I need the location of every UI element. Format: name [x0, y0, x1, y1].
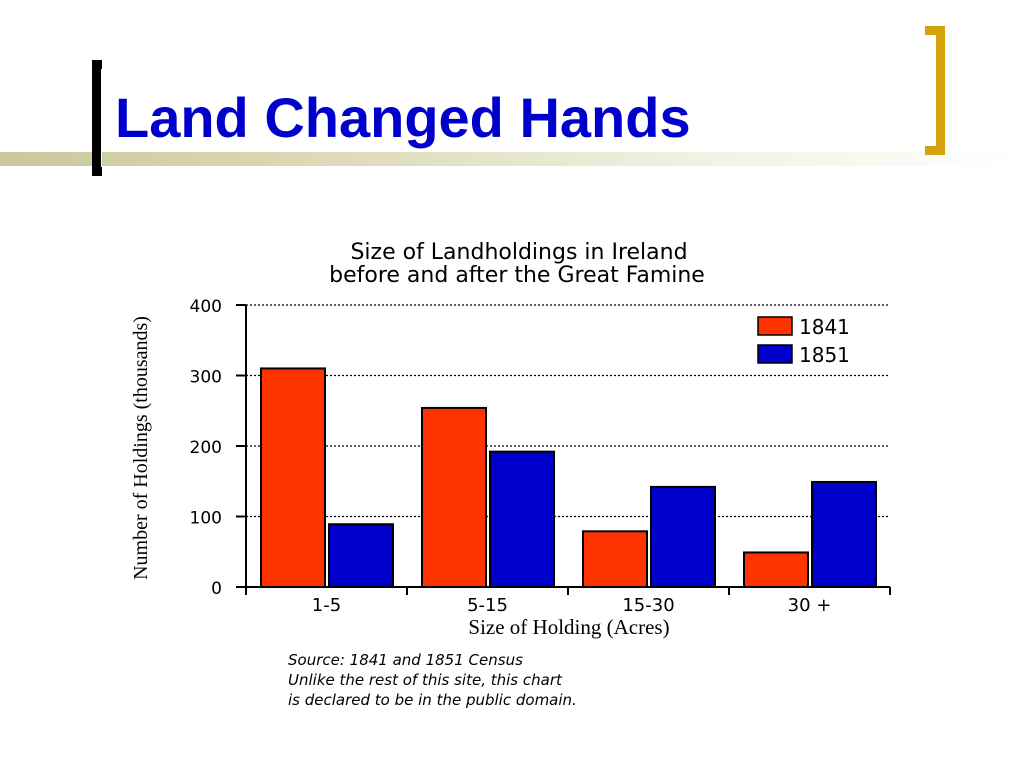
- chart-bars: [260, 367, 877, 589]
- x-tick-label-5-15: 5-15: [467, 595, 508, 616]
- legend-label-1851: 1851: [799, 343, 850, 367]
- y-tick-label-400: 400: [190, 297, 222, 317]
- chart-title: Size of Landholdings in Ireland: [350, 240, 687, 265]
- source-note-line-2: Unlike the rest of this site, this chart: [288, 671, 563, 689]
- bar-1841-30+: [743, 551, 809, 589]
- x-tick-labels: 1-5 5-15 15-30 30 +: [312, 595, 832, 616]
- title-underline-band: [0, 152, 1024, 166]
- y-tick-label-300: 300: [190, 368, 222, 388]
- bar-1841-1-5: [260, 367, 326, 589]
- left-bracket-decoration: [92, 60, 102, 176]
- chart-source-notes: Source: 1841 and 1851 Census Unlike the r…: [288, 651, 577, 709]
- right-bracket-decoration: [925, 26, 945, 155]
- bar-1851-15-30: [650, 485, 716, 589]
- chart-legend: 1841 1851: [757, 315, 850, 367]
- x-axis-label: Size of Holding (Acres): [468, 615, 669, 639]
- legend-swatch-1841: [757, 316, 793, 336]
- chart-gridlines: [246, 304, 890, 518]
- bar-1841-5-15: [421, 406, 487, 588]
- bar-1841-15-30: [582, 530, 648, 588]
- y-tick-labels: 0 100 200 300 400: [190, 297, 222, 599]
- legend-label-1841: 1841: [799, 315, 850, 339]
- x-tick-label-15-30: 15-30: [622, 595, 674, 616]
- y-tick-label-100: 100: [190, 509, 222, 529]
- y-tick-label-0: 0: [211, 579, 222, 599]
- chart-subtitle: before and after the Great Famine: [329, 263, 705, 288]
- y-tick-label-200: 200: [190, 438, 222, 458]
- bar-1851-30+: [811, 480, 877, 588]
- bar-1851-1-5: [328, 523, 394, 589]
- bar-1851-5-15: [489, 450, 555, 589]
- x-tick-label-30+: 30 +: [788, 595, 832, 616]
- x-tick-label-1-5: 1-5: [312, 595, 341, 616]
- source-note-line-3: is declared to be in the public domain.: [288, 691, 577, 709]
- source-note-line-1: Source: 1841 and 1851 Census: [288, 651, 523, 669]
- y-axis-label: Number of Holdings (thousands): [130, 316, 152, 580]
- legend-swatch-1851: [757, 344, 793, 364]
- slide-title: Land Changed Hands: [115, 86, 691, 149]
